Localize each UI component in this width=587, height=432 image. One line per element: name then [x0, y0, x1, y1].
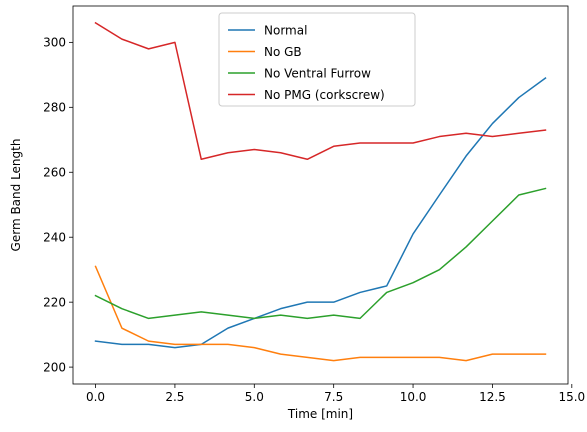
x-tick-label: 0.0	[86, 390, 105, 404]
legend-label: Normal	[264, 23, 307, 37]
y-tick-label: 220	[43, 295, 66, 309]
y-tick-label: 260	[43, 166, 66, 180]
series-line-no-ventral-furrow	[94, 187, 547, 320]
x-tick-label: 7.5	[324, 390, 343, 404]
series-line-no-gb	[94, 265, 547, 362]
series-line-normal	[94, 77, 547, 349]
y-axis: 200 220 240 260 280 300	[43, 36, 73, 374]
x-tick-label: 15.0	[558, 390, 585, 404]
series-line-no-pmg-corkscrew	[94, 21, 547, 161]
legend-label: No PMG (corkscrew)	[264, 88, 385, 102]
x-axis: 0.0 2.5 5.0 7.5 10.0 12.5 15.0	[86, 384, 585, 404]
legend-label: No Ventral Furrow	[264, 66, 371, 80]
y-tick-label: 300	[43, 36, 66, 50]
y-tick-label: 200	[43, 360, 66, 374]
y-tick-label: 240	[43, 231, 66, 245]
x-axis-label: Time [min]	[287, 407, 353, 421]
x-tick-label: 12.5	[479, 390, 506, 404]
y-axis-label: Germ Band Length	[9, 139, 23, 252]
x-tick-label: 2.5	[165, 390, 184, 404]
x-tick-label: 10.0	[400, 390, 427, 404]
legend-label: No GB	[264, 45, 302, 59]
legend-box	[218, 12, 416, 107]
series-layer	[94, 21, 547, 362]
plot-frame	[72, 5, 569, 385]
y-tick-label: 280	[43, 101, 66, 115]
legend: Normal No GB No Ventral Furrow No PMG (cork…	[218, 12, 416, 107]
x-tick-label: 5.0	[245, 390, 264, 404]
